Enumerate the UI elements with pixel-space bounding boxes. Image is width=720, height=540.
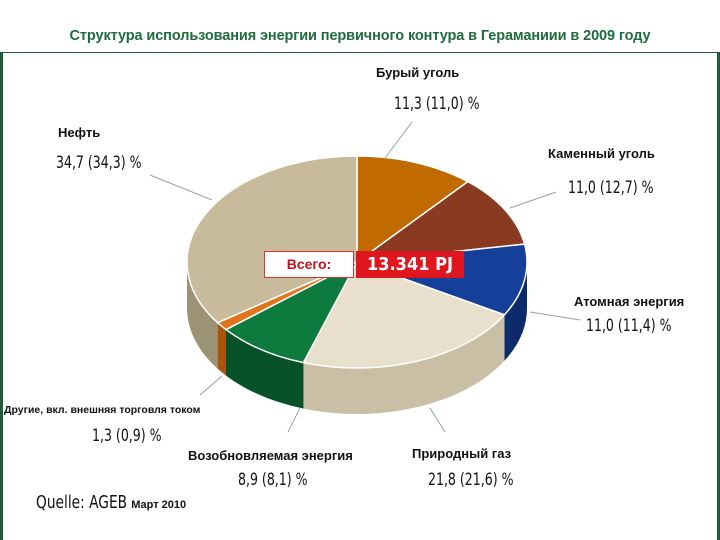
label-brown-coal: Бурый уголь [376,65,460,80]
label-oil: Нефть [58,125,101,140]
slice-natural-gas [302,261,506,369]
leader-other [199,375,223,396]
value-renewable: 8,9 (8,1) % [238,470,308,490]
label-hard-coal: Каменный уголь [548,146,655,161]
value-oil: 34,7 (34,3) % [56,153,142,173]
source-label: Quelle: AGEB [36,492,128,513]
left-border [0,52,3,540]
label-nuclear: Атомная энергия [574,294,685,309]
value-nuclear: 11,0 (11,4) % [586,316,672,336]
leader-renewable [287,407,301,433]
value-natural-gas: 21,8 (21,6) % [428,470,514,490]
label-other: Другие, вкл. внешняя торговля током [4,404,201,416]
value-brown-coal: 11,3 (11,0) % [394,94,480,114]
leader-oil [149,174,213,201]
value-other: 1,3 (0,9) % [92,426,162,446]
total-value: 13.341 PJ [356,251,464,278]
title-rule [0,52,720,53]
source-note: Quelle: AGEB Март 2010 [36,492,186,513]
right-border [717,52,720,540]
total-box: Всего: 13.341 PJ [264,251,464,278]
side-other [217,322,227,376]
slice-brown-coal [356,155,470,264]
leader-hard-coal [509,191,557,209]
leader-brown-coal [384,121,413,159]
leader-nuclear [529,311,581,321]
slice-oil [186,155,358,324]
label-renewable: Возобновляемая энергия [188,448,353,463]
label-natural-gas: Природный газ [412,446,512,461]
total-label: Всего: [264,251,354,278]
slice-renewable [224,260,359,364]
leader-lines [149,121,581,433]
source-date: Март 2010 [131,499,187,511]
value-hard-coal: 11,0 (12,7) % [568,178,654,198]
side-renewable [226,329,304,409]
side-oil [187,262,218,369]
leader-natural-gas [429,407,446,433]
chart-title: Структура использования энергии первично… [69,28,651,44]
side-nuclear [504,262,527,361]
slice-hard-coal [354,180,526,264]
